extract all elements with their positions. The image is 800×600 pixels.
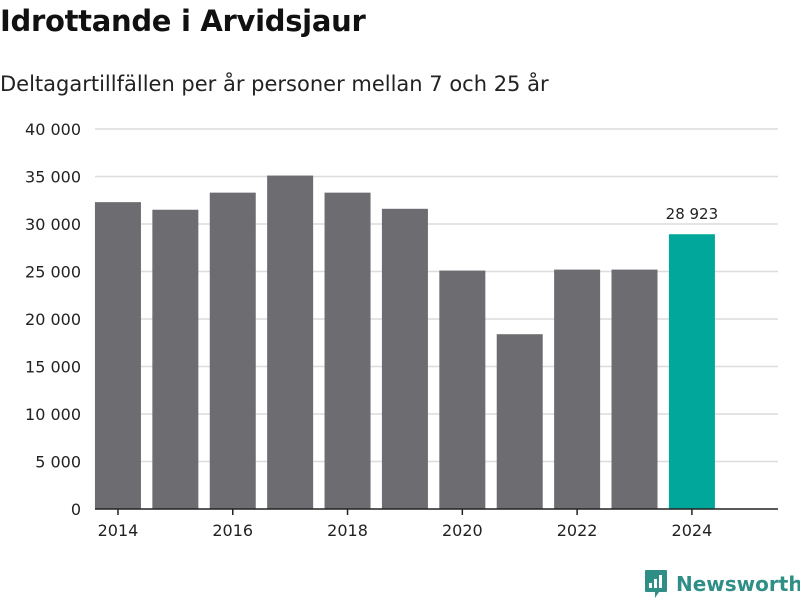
chart-title: Idrottande i Arvidsjaur	[0, 4, 366, 38]
bar-2014	[94, 202, 141, 509]
bar-2017	[267, 175, 314, 510]
y-tick-label: 10 000	[25, 405, 81, 424]
newsworthy-brand: Newsworthy	[644, 568, 800, 600]
bar-2015	[152, 209, 199, 509]
bar-chart: 0 5 000 10 000 15 000 20 000 25 000 30 000 35 0…	[25, 120, 778, 540]
x-tick-label: 2018	[327, 521, 368, 540]
x-tick-label: 2016	[212, 521, 253, 540]
y-tick-label: 35 000	[25, 168, 81, 187]
x-tick-label: 2024	[672, 521, 713, 540]
bar-2020	[439, 270, 486, 509]
y-tick-label: 0	[71, 500, 81, 519]
y-tick-label: 40 000	[25, 120, 81, 139]
bar-2021	[496, 334, 543, 509]
data-label: 28 923	[666, 205, 719, 223]
bar-2022	[554, 269, 601, 509]
y-tick-label: 20 000	[25, 310, 81, 329]
bar-2018	[324, 192, 371, 509]
chart-subtitle: Deltagartillfällen per år personer mella…	[0, 72, 549, 96]
bar-2024	[668, 234, 715, 509]
y-tick-label: 15 000	[25, 358, 81, 377]
y-tick-label: 5 000	[35, 453, 81, 472]
newsworthy-logo-icon	[645, 570, 667, 598]
y-tick-label: 30 000	[25, 215, 81, 234]
bar-2023	[611, 269, 658, 509]
bar-2019	[381, 208, 428, 510]
x-tick-label: 2020	[442, 521, 483, 540]
x-tick-label: 2022	[557, 521, 598, 540]
brand-name: Newsworthy	[676, 572, 800, 596]
y-tick-label: 25 000	[25, 263, 81, 282]
bar-2016	[209, 192, 256, 509]
x-tick-label: 2014	[98, 521, 139, 540]
